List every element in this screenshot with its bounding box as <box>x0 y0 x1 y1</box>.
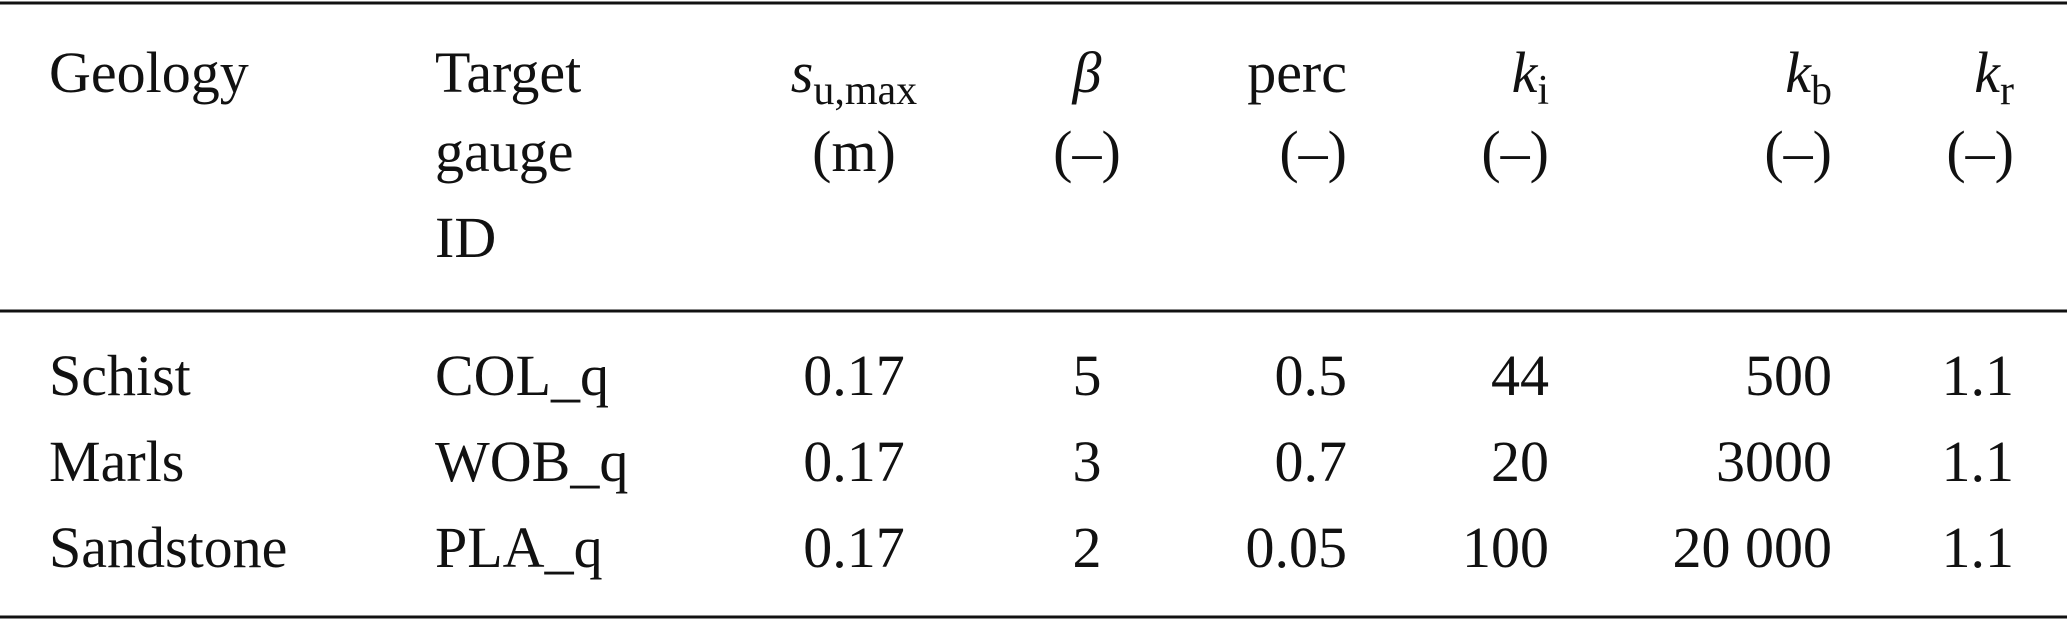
header-symbol: k <box>1785 40 1812 105</box>
table-cell: 0.5 <box>1275 343 1348 408</box>
table-cell: 0.7 <box>1275 429 1348 494</box>
column-unit: (–) <box>1053 119 1121 184</box>
table-cell: 1.1 <box>1942 515 2015 580</box>
table-cell: COL_q <box>435 343 609 408</box>
table-cell: 0.17 <box>803 343 905 408</box>
table-cell: 1.1 <box>1942 343 2015 408</box>
header-subscript: r <box>2000 68 2014 114</box>
column-header: ki <box>1512 40 1549 114</box>
column-header: Target <box>435 40 581 105</box>
column-header: Geology <box>49 40 249 105</box>
table-cell: PLA_q <box>435 515 603 580</box>
column-unit: (–) <box>1946 119 2014 184</box>
table-cell: 2 <box>1073 515 1102 580</box>
table-cell: Schist <box>49 343 191 408</box>
column-unit: (–) <box>1764 119 1832 184</box>
column-header: su,max <box>791 40 917 114</box>
table-cell: Sandstone <box>49 515 287 580</box>
table-cell: 500 <box>1745 343 1832 408</box>
table-cell: 5 <box>1073 343 1102 408</box>
table-cell: 20 000 <box>1673 515 1833 580</box>
header-symbol: k <box>1512 40 1539 105</box>
column-header: kr <box>1974 40 2014 114</box>
column-unit: (m) <box>812 119 896 184</box>
table-cell: Marls <box>49 429 184 494</box>
column-header: gauge <box>435 119 574 184</box>
table-cell: 3000 <box>1716 429 1832 494</box>
column-header: perc <box>1247 40 1347 105</box>
table-cell: 0.17 <box>803 429 905 494</box>
header-symbol: β <box>1072 40 1102 105</box>
table-cell: 100 <box>1462 515 1549 580</box>
header-symbol: k <box>1974 40 2001 105</box>
table-cell: 1.1 <box>1942 429 2015 494</box>
table-cell: 0.05 <box>1246 515 1348 580</box>
header-subscript: i <box>1537 68 1549 114</box>
table-cell: 3 <box>1073 429 1102 494</box>
column-unit: (–) <box>1279 119 1347 184</box>
column-header: ID <box>435 205 496 270</box>
header-subscript: b <box>1811 68 1832 114</box>
header-subscript: u,max <box>813 68 917 114</box>
header-symbol: s <box>791 40 814 105</box>
table-cell: 0.17 <box>803 515 905 580</box>
column-header: kb <box>1785 40 1832 114</box>
column-unit: (–) <box>1481 119 1549 184</box>
table-cell: WOB_q <box>435 429 628 494</box>
table-cell: 20 <box>1491 429 1549 494</box>
table-cell: 44 <box>1491 343 1549 408</box>
column-header: β <box>1072 40 1102 105</box>
